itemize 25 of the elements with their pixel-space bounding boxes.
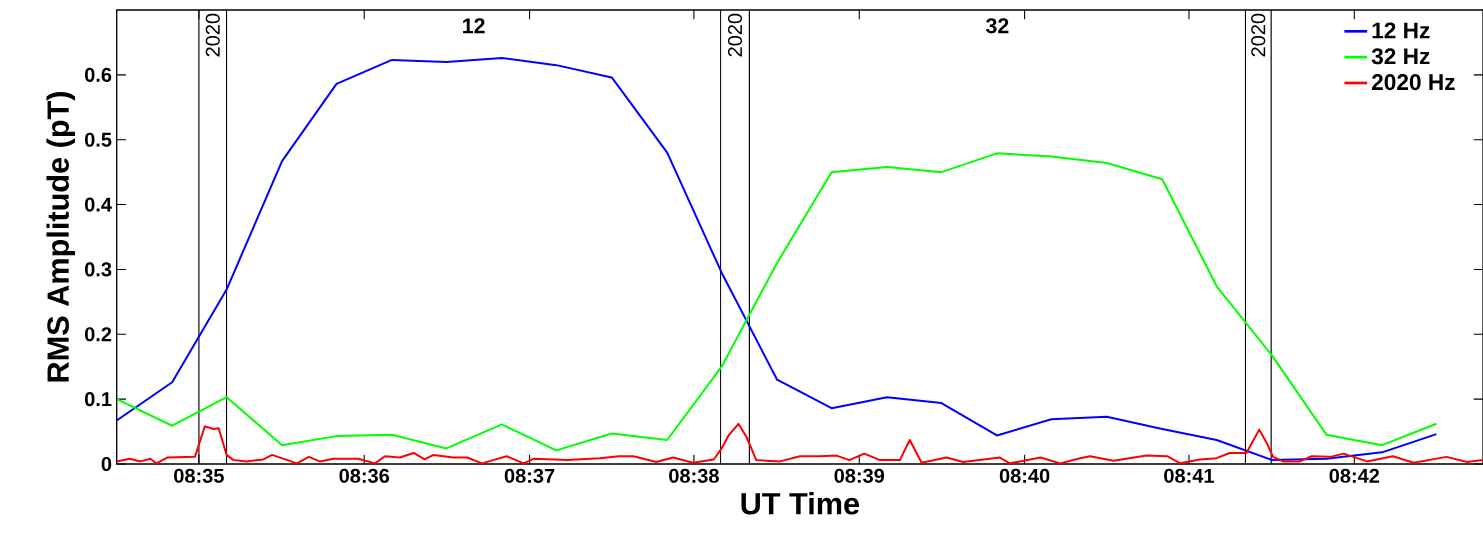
x-tick-label: 08:35 [174,468,224,483]
annotation: 2020 [727,13,743,57]
x-axis-title: UT Time [741,492,860,515]
x-tick-label: 08:42 [1329,468,1380,483]
x-tick-label: 08:41 [1164,468,1214,483]
y-tick-label: 0.5 [84,132,112,147]
legend-label: 32 Hz [1371,48,1430,65]
x-tick-label: 08:38 [669,468,719,483]
annotation: 2020 [1251,13,1266,57]
annotation: 2020 [205,13,220,57]
y-tick-label: 0.3 [84,262,112,277]
y-axis-title: RMS Amplitude (pT) [46,92,76,382]
x-tick-label: 08:37 [504,468,555,483]
y-tick-label: 0.1 [84,392,112,407]
y-tick-label: 0 [101,456,112,472]
x-tick-label: 08:40 [999,468,1050,483]
y-tick-label: 0.6 [84,67,112,82]
legend-label: 12 Hz [1372,22,1430,39]
y-tick-label: 0.4 [84,197,112,212]
annotation: 12 [463,18,485,34]
y-tick-label: 0.2 [84,327,112,342]
annotation: 32 [986,18,1009,34]
x-tick-label: 08:39 [834,468,885,483]
x-tick-label: 08:36 [339,468,390,483]
legend-label: 2020 Hz [1371,74,1455,91]
